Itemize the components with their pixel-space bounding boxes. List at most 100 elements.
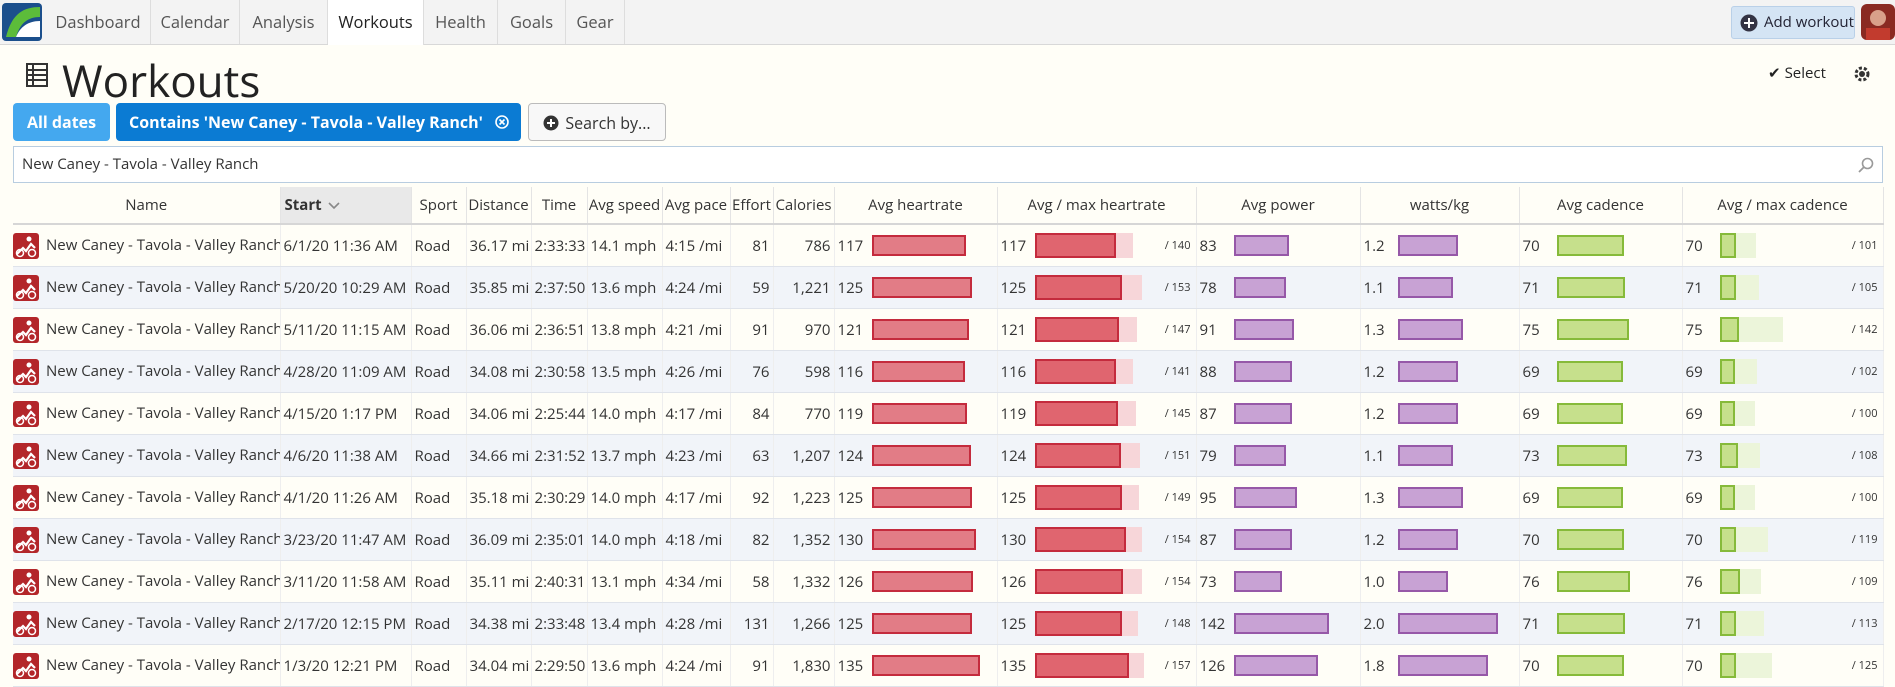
contains-filter[interactable]: Contains 'New Caney - Tavola - Valley Ra… [116,103,521,141]
avg-pace: 4:18 /mi [662,518,731,561]
max-label: / 125 [1851,658,1878,673]
cell: 76 / 109 [1686,569,1880,594]
workout-row[interactable]: New Caney - Tavola - Valley Ranch 3/11/20… [13,560,1884,603]
column-header[interactable]: Avg speed [587,187,663,225]
search-input[interactable]: New Caney - Tavola - Valley Ranch [13,146,1883,183]
bar-cell: 116 / 141 [997,350,1197,393]
workout-row[interactable]: New Caney - Tavola - Valley Ranch 1/3/20 … [13,644,1884,687]
workout-name[interactable]: New Caney - Tavola - Valley Ranch [46,276,280,297]
value: 75 [1685,319,1703,340]
bar-cell: 130 [834,518,998,561]
remove-filter-icon[interactable] [495,115,509,129]
bar-cell: 76 / 109 [1682,560,1884,603]
column-header[interactable]: Effort [730,187,774,225]
nav-tab[interactable]: Health [424,0,498,44]
workout-name[interactable]: New Caney - Tavola - Valley Ranch [46,318,280,339]
workout-name[interactable]: New Caney - Tavola - Valley Ranch [46,486,280,507]
column-header[interactable]: Calories [773,187,835,225]
max-label: / 142 [1851,322,1878,337]
sport-icon [13,400,39,427]
cell: 69 / 100 [1686,401,1880,426]
add-workout-button[interactable]: Add workout [1731,6,1855,39]
workout-name[interactable]: New Caney - Tavola - Valley Ranch [46,612,280,633]
column-header[interactable]: Name [13,187,281,225]
bar [1233,529,1292,550]
workout-name[interactable]: New Caney - Tavola - Valley Ranch [46,234,280,255]
workout-row[interactable]: New Caney - Tavola - Valley Ranch 2/17/20… [13,602,1884,645]
column-header[interactable]: Avg cadence [1519,187,1683,225]
bar-cell: 1.3 [1360,308,1520,351]
column-header[interactable]: Avg power [1196,187,1361,225]
avatar[interactable] [1861,4,1895,40]
workout-name[interactable]: New Caney - Tavola - Valley Ranch [46,360,280,381]
max-label: / 109 [1851,574,1878,589]
column-header[interactable]: Time [531,187,588,225]
avg-bar [1719,443,1738,468]
workout-row[interactable]: New Caney - Tavola - Valley Ranch 3/23/20… [13,518,1884,561]
workout-row[interactable]: New Caney - Tavola - Valley Ranch 4/15/20… [13,392,1884,435]
cell: 69 / 100 [1686,485,1880,510]
column-header[interactable]: Avg heartrate [834,187,998,225]
workout-row[interactable]: New Caney - Tavola - Valley Ranch 6/1/20 … [13,224,1884,267]
sort-icon[interactable] [328,202,340,210]
bar [871,277,973,298]
max-bar [1034,359,1134,384]
cell: 87 [1200,529,1357,550]
sport-icon [13,316,39,343]
nav-tab[interactable]: Calendar [151,0,240,44]
column-header[interactable]: Avg / max cadence [1682,187,1884,225]
column-header[interactable]: Distance [466,187,532,225]
workout-row[interactable]: New Caney - Tavola - Valley Ranch 4/6/20 … [13,434,1884,477]
cell: 135 / 157 [1001,653,1193,678]
time: 2:25:44 [531,392,588,435]
value: 71 [1685,613,1703,634]
max-bar [1034,569,1143,594]
search-by-button[interactable]: Search by... [528,103,666,141]
column-header[interactable]: Sport [411,187,467,225]
logo[interactable] [2,3,42,41]
workout-name[interactable]: New Caney - Tavola - Valley Ranch [46,654,280,675]
cell: 1.3 [1364,319,1516,340]
column-header[interactable]: watts/kg [1360,187,1520,225]
max-label: / 100 [1851,490,1878,505]
name-cell: New Caney - Tavola - Valley Ranch [13,602,281,645]
nav-tab[interactable]: Goals [498,0,566,44]
avg-pace: 4:34 /mi [662,560,731,603]
workout-name[interactable]: New Caney - Tavola - Valley Ranch [46,528,280,549]
bar-cell: 142 [1196,602,1361,645]
avg-pace: 4:15 /mi [662,224,731,267]
value: 1.2 [1363,529,1385,550]
workout-row[interactable]: New Caney - Tavola - Valley Ranch 5/11/20… [13,308,1884,351]
workout-row[interactable]: New Caney - Tavola - Valley Ranch 5/20/20… [13,266,1884,309]
bar [1233,403,1292,424]
bar-cell: 126 / 154 [997,560,1197,603]
cell: 71 [1523,613,1679,634]
bar [871,487,973,508]
name-cell: New Caney - Tavola - Valley Ranch [13,518,281,561]
calories: 1,830 [773,644,835,687]
column-header[interactable]: Avg pace [662,187,731,225]
workout-name[interactable]: New Caney - Tavola - Valley Ranch [46,402,280,423]
nav-tab[interactable]: Workouts [328,0,424,45]
name-cell: New Caney - Tavola - Valley Ranch [13,224,281,267]
settings-icon[interactable] [1853,65,1871,83]
column-header[interactable]: Start [280,187,412,225]
nav-tab[interactable]: Dashboard [46,0,151,44]
avg-bar [1034,317,1120,342]
search-icon [1858,157,1874,173]
table-icon [26,63,48,87]
workout-name[interactable]: New Caney - Tavola - Valley Ranch [46,444,280,465]
cell: 83 [1200,235,1357,256]
cell: 119 [838,403,994,424]
all-dates-filter[interactable]: All dates [13,103,110,141]
workout-row[interactable]: New Caney - Tavola - Valley Ranch 4/28/20… [13,350,1884,393]
column-header[interactable]: Avg / max heartrate [997,187,1197,225]
cell: 121 [838,319,994,340]
avg-bar [1034,443,1122,468]
nav-tab[interactable]: Analysis [240,0,328,44]
workout-name[interactable]: New Caney - Tavola - Valley Ranch [46,570,280,591]
select-button[interactable]: ✔ Select [1768,63,1826,83]
bar-cell: 76 [1519,560,1683,603]
nav-tab[interactable]: Gear [566,0,625,44]
workout-row[interactable]: New Caney - Tavola - Valley Ranch 4/1/20 … [13,476,1884,519]
